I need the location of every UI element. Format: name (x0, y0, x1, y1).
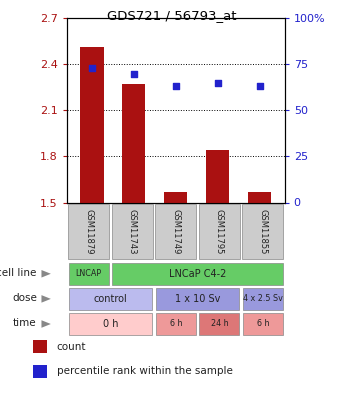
Polygon shape (42, 270, 51, 277)
Text: percentile rank within the sample: percentile rank within the sample (57, 366, 233, 376)
Bar (243, 313, 283, 335)
Text: GDS721 / 56793_at: GDS721 / 56793_at (107, 9, 236, 22)
Text: LNCAP: LNCAP (75, 269, 102, 278)
Bar (68, 204, 109, 260)
Text: 24 h: 24 h (211, 320, 228, 328)
Bar (81, 47, 104, 202)
Bar (69, 313, 152, 335)
Text: dose: dose (12, 293, 37, 303)
Bar (69, 263, 109, 285)
Bar (199, 313, 239, 335)
Bar (164, 192, 187, 202)
Bar (206, 150, 229, 202)
Bar (243, 204, 283, 260)
Text: count: count (57, 342, 86, 352)
Text: LNCaP C4-2: LNCaP C4-2 (169, 269, 226, 279)
Bar (33, 340, 47, 353)
Bar (156, 313, 196, 335)
Text: cell line: cell line (0, 268, 37, 278)
Text: GSM11879: GSM11879 (84, 209, 93, 255)
Text: GSM11749: GSM11749 (171, 209, 180, 255)
Polygon shape (42, 295, 51, 303)
Bar (122, 84, 145, 202)
Text: 6 h: 6 h (169, 320, 182, 328)
Point (131, 70, 137, 77)
Point (173, 83, 179, 90)
Text: 0 h: 0 h (103, 319, 118, 329)
Text: 6 h: 6 h (257, 320, 269, 328)
Bar (155, 204, 196, 260)
Bar (112, 263, 283, 285)
Text: 4 x 2.5 Sv: 4 x 2.5 Sv (243, 294, 283, 303)
Bar (248, 192, 271, 202)
Text: control: control (94, 294, 127, 304)
Bar (199, 204, 240, 260)
Point (257, 83, 262, 90)
Bar (69, 288, 152, 310)
Point (215, 79, 221, 86)
Text: GSM11743: GSM11743 (128, 209, 137, 255)
Text: 1 x 10 Sv: 1 x 10 Sv (175, 294, 220, 304)
Bar (243, 288, 283, 310)
Text: GSM11855: GSM11855 (258, 209, 268, 255)
Polygon shape (42, 320, 51, 328)
Text: GSM11795: GSM11795 (215, 209, 224, 255)
Point (89, 65, 95, 71)
Text: time: time (13, 318, 37, 328)
Bar (112, 204, 153, 260)
Bar (156, 288, 239, 310)
Bar (33, 364, 47, 377)
